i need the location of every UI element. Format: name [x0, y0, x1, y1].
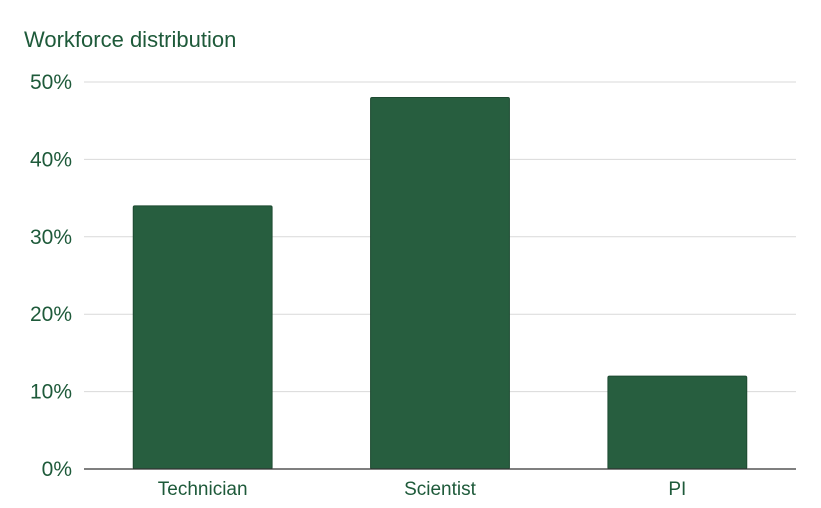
bar-scientist	[370, 96, 510, 470]
y-tick-label: 50%	[30, 71, 72, 94]
y-tick-label: 40%	[30, 148, 72, 171]
x-category-label: Scientist	[404, 479, 477, 500]
bar-technician	[132, 205, 273, 470]
y-axis-ticks: 0% 10% 20% 30% 40% 50%	[30, 71, 72, 481]
y-tick-label: 0%	[42, 458, 72, 481]
bars	[132, 96, 748, 470]
x-category-label: Technician	[158, 479, 248, 500]
y-tick-label: 30%	[30, 226, 72, 249]
x-category-label: PI	[668, 479, 686, 500]
bar-pi	[607, 375, 748, 470]
chart-title: Workforce distribution	[24, 27, 236, 52]
y-tick-label: 20%	[30, 303, 72, 326]
y-tick-label: 10%	[30, 381, 72, 404]
x-axis-categories: Technician Scientist PI	[158, 479, 687, 500]
